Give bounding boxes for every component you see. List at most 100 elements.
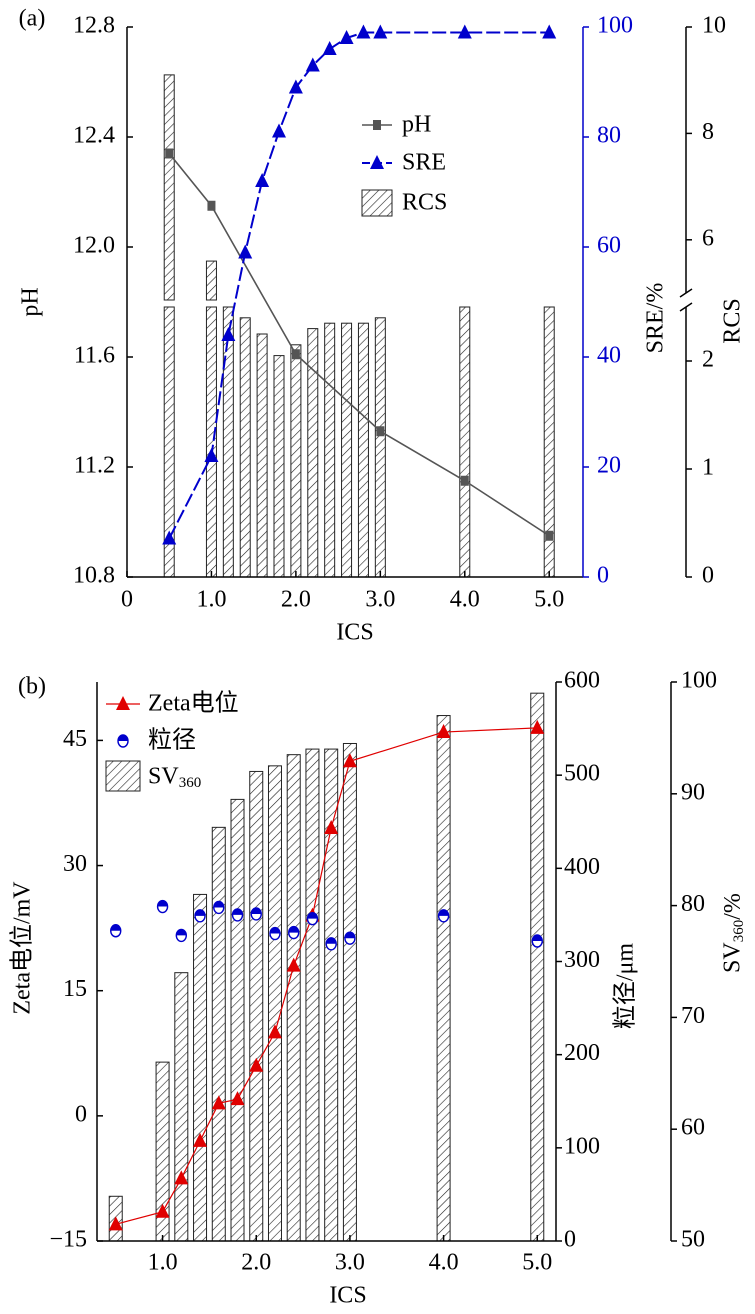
ph-axis-title: pH (18, 287, 44, 316)
axis-break-mark (679, 302, 693, 312)
legend-sre-label: SRE (402, 150, 446, 176)
sre-point (221, 327, 236, 341)
rcs-bar (290, 344, 302, 578)
zeta-point (174, 1170, 189, 1185)
zeta-point (342, 753, 357, 768)
rcs-bar-upper (163, 74, 175, 301)
legend-sv360-label: SV360 (148, 764, 201, 792)
particle-tick-label: 100 (564, 1133, 600, 1159)
sv360-bar (267, 765, 282, 1242)
ph-tick-label: 12.8 (73, 13, 115, 39)
rcs-axis-title: RCS (720, 298, 746, 343)
panel-label-a: (a) (19, 6, 46, 32)
sre-axis-title: SRE/% (643, 283, 669, 354)
sv360-tick-label: 100 (681, 668, 717, 694)
x-axis-title: ICS (336, 620, 373, 646)
legend-particle-label: 粒径 (148, 727, 196, 754)
sv360-axis-title: SV360/% (720, 893, 748, 973)
particle-size-point-fill (251, 907, 262, 914)
sv360-tick-label: 70 (681, 1003, 705, 1029)
legend-zeta-marker (116, 696, 130, 710)
legend-sv360-label-subscript: 360 (179, 775, 202, 791)
zeta-tick-label: 0 (75, 1101, 87, 1127)
sre-point (238, 244, 253, 259)
sv360-axis-title-suffix: /% (720, 893, 746, 920)
particle-tick-label: 0 (564, 1227, 576, 1253)
sv360-tick-label: 50 (681, 1227, 705, 1253)
particle-size-point-fill (157, 900, 168, 907)
sre-tick-label: 60 (597, 233, 621, 259)
legend-sre-marker (370, 155, 384, 169)
sv360-bar (249, 770, 264, 1242)
particle-size-point-fill (110, 924, 121, 931)
particle-size-point-fill (307, 912, 318, 919)
x-tick-label: 4.0 (429, 1250, 459, 1276)
sv360-bar (530, 692, 545, 1242)
ph-point (545, 530, 554, 541)
zeta-axis-title: Zeta电位/mV (9, 881, 36, 1015)
x-tick-label: 2.0 (241, 1250, 271, 1276)
x-tick-label: 1.0 (196, 587, 226, 613)
particle-axis-title: 粒径/μm (612, 943, 639, 1030)
ph-tick-label: 11.2 (74, 453, 115, 479)
rcs-tick-label: 1 (702, 455, 714, 481)
zeta-point (324, 820, 339, 835)
legend-particle-marker-fill (118, 735, 128, 741)
zeta-point (211, 1095, 226, 1110)
rcs-bar (273, 355, 285, 578)
rcs-bar-lower (222, 306, 234, 578)
ph-point (376, 426, 385, 437)
zeta-point (286, 957, 301, 972)
sre-point (542, 24, 557, 39)
zeta-tick-label: 45 (63, 726, 87, 752)
ph-tick-label: 12.4 (73, 123, 115, 149)
chart-panel-a: (a) 10.8 11.2 11.6 12.0 12.4 12.8 pH 0 1.0 2.0 3.0 4… (18, 6, 746, 646)
sv360-bar (286, 754, 301, 1242)
particle-size-point-fill (438, 909, 449, 916)
axis-break-mark (679, 288, 693, 298)
sv360-bar (436, 715, 451, 1242)
rcs-bar (357, 322, 369, 578)
ph-line (168, 152, 550, 537)
rcs-bar (341, 322, 353, 578)
particle-size-point-fill (176, 929, 187, 936)
rcs-bar (459, 306, 471, 578)
particle-size-point-fill (195, 909, 206, 916)
particle-tick-label: 600 (564, 668, 600, 694)
x-tick-label: 3.0 (335, 1250, 365, 1276)
legend-ph-marker (373, 120, 381, 130)
ph-tick-label: 11.6 (74, 343, 115, 369)
legend-sv360-swatch (105, 760, 141, 792)
particle-size-point-fill (269, 927, 280, 934)
sre-tick-label: 100 (597, 13, 633, 39)
rcs-bar (256, 333, 268, 578)
legend-rcs-swatch (361, 189, 393, 217)
sv360-bar (174, 972, 189, 1242)
zeta-point (436, 724, 451, 739)
particle-tick-label: 500 (564, 761, 600, 787)
sre-point (288, 79, 303, 94)
rcs-tick-label: 10 (702, 13, 726, 39)
sv360-tick-label: 90 (681, 779, 705, 805)
ph-tick-label: 10.8 (73, 563, 115, 589)
x-tick-label: 2.0 (281, 587, 311, 613)
zeta-tick-label: −15 (49, 1227, 87, 1253)
ph-tick-label: 12.0 (73, 233, 115, 259)
sre-point (272, 123, 286, 138)
ph-point (165, 148, 174, 159)
sre-point (204, 448, 219, 462)
sre-tick-label: 20 (597, 453, 621, 479)
rcs-bar-lower (205, 306, 217, 578)
rcs-bar (324, 322, 336, 578)
rcs-bar (374, 317, 386, 578)
sre-point (322, 41, 337, 55)
x-tick-label: 5.0 (534, 587, 564, 613)
x-tick-label: 4.0 (450, 587, 480, 613)
x-tick-label: 1.0 (148, 1250, 178, 1276)
particle-size-point-fill (213, 901, 224, 908)
zeta-point (108, 1216, 123, 1231)
particle-size-point-fill (532, 935, 543, 942)
rcs-tick-label: 0 (702, 563, 714, 589)
zeta-point (193, 1132, 208, 1147)
